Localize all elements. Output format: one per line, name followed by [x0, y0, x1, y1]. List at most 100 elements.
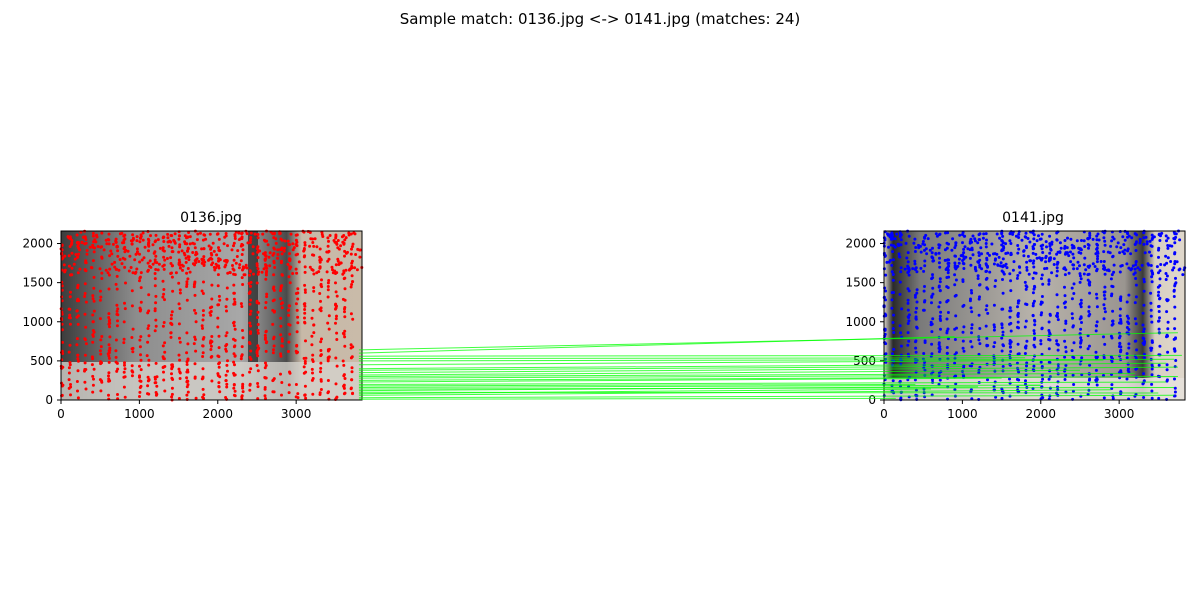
right-keypoint	[1095, 320, 1099, 324]
left-keypoint	[146, 340, 150, 344]
left-keypoint	[325, 270, 329, 274]
right-keypoint	[968, 248, 972, 252]
left-keypoint	[91, 383, 95, 387]
left-keypoint	[107, 242, 111, 246]
right-keypoint	[1102, 236, 1106, 240]
left-keypoint	[217, 257, 221, 261]
right-keypoint	[1166, 256, 1170, 260]
left-keypoint	[265, 295, 269, 299]
left-keypoint	[343, 377, 347, 380]
right-keypoint	[913, 262, 917, 266]
right-keypoint	[1158, 316, 1161, 320]
left-keypoint	[107, 374, 110, 378]
left-keypoint	[263, 337, 267, 341]
right-keypoint	[1009, 251, 1013, 255]
left-keypoint	[123, 363, 126, 367]
left-keypoint	[188, 235, 192, 239]
left-keypoint	[116, 367, 120, 371]
left-keypoint	[225, 286, 229, 290]
right-keypoint	[954, 278, 958, 282]
left-keypoint	[146, 311, 150, 315]
left-keypoint	[185, 282, 189, 286]
left-keypoint	[216, 316, 220, 320]
right-keypoint	[1008, 272, 1012, 276]
left-keypoint	[303, 302, 307, 306]
left-keypoint	[327, 390, 330, 394]
right-keypoint	[953, 246, 957, 250]
left-keypoint	[116, 245, 119, 249]
right-ytick-label: 1500	[845, 276, 876, 290]
right-keypoint	[1072, 292, 1076, 295]
left-keypoint	[268, 251, 272, 255]
left-keypoint	[131, 327, 135, 331]
right-keypoint	[1008, 231, 1012, 235]
left-keypoint	[318, 247, 322, 251]
left-keypoint	[264, 301, 268, 304]
left-keypoint	[232, 373, 236, 377]
right-keypoint	[1000, 269, 1004, 273]
right-keypoint	[947, 275, 951, 279]
left-keypoint	[126, 249, 130, 253]
right-keypoint	[923, 259, 927, 263]
right-keypoint	[1064, 363, 1068, 367]
left-keypoint	[288, 257, 292, 261]
right-keypoint	[1075, 267, 1079, 271]
left-keypoint	[84, 300, 88, 304]
match-line	[358, 394, 1175, 399]
left-keypoint	[352, 231, 356, 235]
right-keypoint	[1093, 265, 1097, 268]
left-keypoint	[138, 364, 141, 368]
left-keypoint	[335, 242, 339, 246]
right-keypoint	[945, 346, 949, 349]
right-keypoint	[1009, 321, 1013, 325]
right-keypoint	[1001, 330, 1005, 334]
left-keypoint	[256, 347, 260, 351]
left-keypoint	[249, 238, 252, 242]
right-keypoint	[1110, 273, 1114, 277]
left-keypoint	[238, 263, 242, 267]
left-keypoint	[272, 377, 276, 381]
left-keypoint	[294, 292, 298, 295]
right-keypoint	[1008, 345, 1012, 349]
right-keypoint	[1156, 285, 1160, 289]
left-keypoint	[201, 292, 205, 295]
left-keypoint	[183, 253, 187, 257]
right-keypoint	[1069, 250, 1072, 254]
left-keypoint	[318, 255, 322, 259]
left-keypoint	[118, 232, 122, 236]
right-keypoint	[1063, 244, 1067, 248]
right-keypoint	[1095, 251, 1099, 255]
right-keypoint	[961, 346, 965, 350]
left-keypoint	[191, 241, 195, 245]
right-keypoint	[954, 374, 958, 378]
left-keypoint	[68, 307, 72, 311]
right-keypoint	[1017, 370, 1021, 374]
left-keypoint	[131, 271, 135, 275]
left-keypoint	[100, 335, 104, 338]
right-keypoint	[906, 308, 910, 312]
left-keypoint	[108, 335, 112, 339]
right-keypoint	[1102, 335, 1105, 339]
left-keypoint	[177, 261, 181, 265]
right-keypoint	[1134, 283, 1138, 287]
left-keypoint	[146, 243, 150, 247]
right-keypoint	[1103, 342, 1107, 346]
match-line	[358, 357, 1026, 359]
right-keypoint	[899, 266, 903, 270]
right-keypoint	[1168, 244, 1172, 248]
left-keypoint	[76, 255, 80, 259]
right-keypoint	[1160, 231, 1164, 235]
right-keypoint	[953, 273, 957, 277]
match-line	[358, 376, 1178, 381]
left-keypoint	[200, 261, 204, 265]
right-keypoint	[1173, 365, 1177, 369]
left-keypoint	[349, 312, 353, 316]
right-keypoint	[914, 350, 918, 354]
right-keypoint	[988, 253, 991, 257]
right-keypoint	[985, 269, 988, 273]
left-keypoint	[163, 298, 166, 302]
right-keypoint	[969, 297, 972, 301]
right-keypoint	[1157, 327, 1161, 331]
right-keypoint	[922, 289, 926, 293]
right-keypoint	[970, 326, 974, 330]
